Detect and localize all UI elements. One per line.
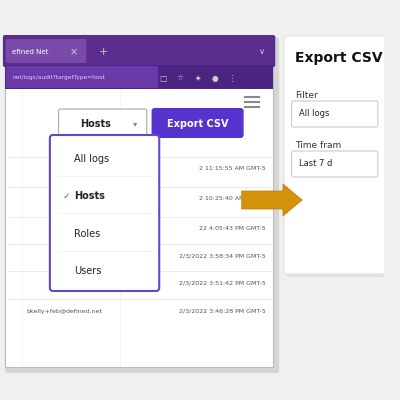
Text: All logs: All logs: [299, 110, 330, 118]
Text: Hosts: Hosts: [80, 119, 111, 129]
FancyBboxPatch shape: [6, 66, 158, 88]
Text: 2 11:15:55 AM GMT-5: 2 11:15:55 AM GMT-5: [199, 166, 266, 172]
Text: Hosts: Hosts: [74, 191, 105, 201]
Text: ✓: ✓: [62, 192, 70, 201]
Text: bkelly+feb@defined.net: bkelly+feb@defined.net: [26, 308, 102, 314]
FancyBboxPatch shape: [50, 135, 159, 291]
Text: Roles: Roles: [74, 229, 100, 239]
Text: Export CSV: Export CSV: [167, 119, 228, 129]
Text: ∨: ∨: [259, 48, 265, 56]
Text: 2/3/2022 3:51:42 PM GMT-5: 2/3/2022 3:51:42 PM GMT-5: [179, 280, 266, 286]
Text: □: □: [160, 74, 167, 82]
FancyBboxPatch shape: [58, 109, 147, 137]
FancyBboxPatch shape: [3, 35, 275, 67]
Text: ▾: ▾: [133, 120, 137, 128]
Text: ×: ×: [70, 47, 78, 57]
Text: net/logs/audit?targetType=host: net/logs/audit?targetType=host: [12, 76, 105, 80]
FancyBboxPatch shape: [152, 108, 244, 138]
FancyBboxPatch shape: [6, 39, 86, 63]
Text: 2/3/2022 3:58:34 PM GMT-5: 2/3/2022 3:58:34 PM GMT-5: [179, 254, 266, 258]
Text: 2 10:25:40 AM GMT-5: 2 10:25:40 AM GMT-5: [199, 196, 266, 202]
FancyBboxPatch shape: [5, 37, 279, 373]
Bar: [5, 65, 273, 89]
Text: efined Net: efined Net: [12, 49, 49, 55]
Text: Users: Users: [74, 266, 101, 276]
Text: ☆: ☆: [177, 74, 184, 82]
Polygon shape: [242, 184, 302, 216]
Text: Export CSV: Export CSV: [296, 51, 383, 65]
FancyBboxPatch shape: [292, 151, 378, 177]
FancyBboxPatch shape: [292, 101, 378, 127]
Text: 2/3/2022 3:46:28 PM GMT-5: 2/3/2022 3:46:28 PM GMT-5: [179, 308, 266, 314]
Text: ●: ●: [212, 74, 218, 82]
Text: ✦: ✦: [194, 74, 201, 82]
Text: +: +: [99, 47, 108, 57]
Text: All logs: All logs: [74, 154, 109, 164]
FancyBboxPatch shape: [287, 39, 388, 277]
Text: Time fram: Time fram: [296, 140, 342, 150]
Text: 22 4:05:43 PM GMT-5: 22 4:05:43 PM GMT-5: [199, 226, 266, 232]
Text: Filter: Filter: [296, 90, 318, 100]
Text: ⋮: ⋮: [228, 74, 236, 82]
Text: Last 7 d: Last 7 d: [299, 160, 333, 168]
Bar: [5, 37, 273, 367]
FancyBboxPatch shape: [284, 36, 386, 274]
